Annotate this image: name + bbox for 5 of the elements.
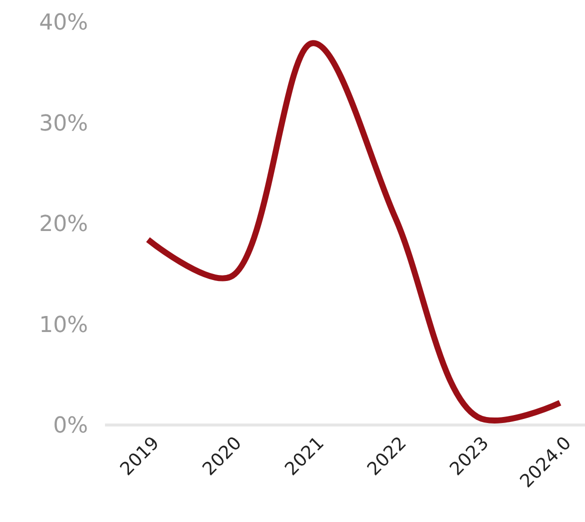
y-tick-label: 40% — [39, 10, 88, 36]
y-tick-label: 30% — [39, 111, 88, 136]
y-tick-label: 20% — [39, 212, 88, 238]
y-tick-label: 0% — [53, 414, 88, 439]
y-tick-label: 10% — [39, 312, 88, 338]
